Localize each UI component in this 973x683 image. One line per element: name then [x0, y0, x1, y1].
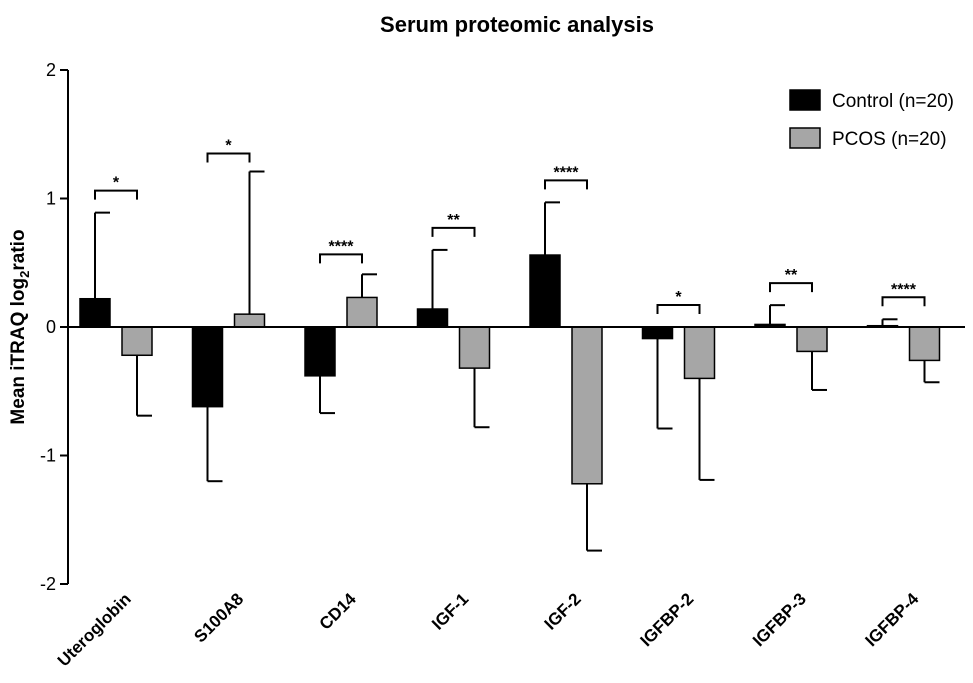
x-tick-label: IGF-1: [428, 589, 472, 633]
bar-control: [304, 326, 336, 377]
significance-bracket: [769, 282, 813, 293]
svg-text:Mean iTRAQ log2ratio: Mean iTRAQ log2ratio: [8, 229, 32, 424]
y-axis-label: Mean iTRAQ log2ratio: [8, 229, 32, 424]
y-tick-label: 2: [46, 60, 56, 80]
bar-control: [79, 297, 111, 328]
bar-pcos: [796, 326, 828, 353]
bar-pcos: [121, 326, 153, 357]
significance-label: ****: [329, 238, 355, 255]
significance-bracket: [544, 179, 588, 190]
bar-pcos: [683, 326, 716, 380]
bar-pcos: [233, 313, 266, 328]
chart-title: Serum proteomic analysis: [380, 12, 654, 37]
significance-label: **: [785, 267, 798, 284]
legend-label-control: Control (n=20): [832, 91, 954, 112]
legend-swatch-pcos: [789, 127, 821, 149]
y-tick-label: 0: [46, 317, 56, 337]
bar-control: [416, 308, 449, 328]
y-tick-label: 1: [46, 189, 56, 209]
significance-bracket: [206, 152, 251, 163]
bar-control: [191, 326, 224, 408]
bar-pcos: [458, 326, 491, 369]
significance-bracket: [319, 253, 363, 264]
y-tick-label: -2: [40, 574, 56, 594]
legend-label-pcos: PCOS (n=20): [832, 129, 947, 150]
significance-label: ****: [891, 281, 917, 298]
y-tick-label: -1: [40, 446, 56, 466]
significance-label: *: [225, 138, 232, 155]
x-tick-label: IGFBP-3: [749, 589, 810, 650]
x-tick-label: S100A8: [190, 589, 247, 646]
x-tick-label: IGFBP-4: [861, 589, 922, 650]
x-tick-label: IGF-2: [541, 589, 585, 633]
x-tick-label: CD14: [316, 589, 361, 634]
bar-pcos: [908, 326, 941, 362]
significance-label: ****: [554, 164, 580, 181]
bar-pcos: [346, 296, 378, 328]
bar-control: [641, 326, 674, 340]
y-axis-label-tail: ratio: [8, 229, 29, 270]
y-axis-label-subscript: 2: [17, 271, 32, 278]
x-tick-label: Uteroglobin: [54, 589, 135, 670]
significance-bracket: [94, 189, 138, 200]
bar-pcos: [571, 326, 603, 485]
legend: Control (n=20) PCOS (n=20): [789, 89, 954, 150]
x-tick-label: IGFBP-2: [636, 589, 697, 650]
significance-label: *: [675, 289, 682, 306]
significance-label: *: [113, 175, 120, 192]
significance-label: **: [447, 212, 460, 229]
bar-control: [529, 254, 561, 328]
plot-area: 2 1 0 -1 -2 * Uteroglobin * S100A8 **** CD14 ** IGF-…: [40, 60, 965, 670]
significance-bracket: [881, 296, 926, 307]
y-axis-label-main: Mean iTRAQ log: [8, 278, 29, 425]
significance-bracket: [656, 304, 701, 314]
legend-swatch-control: [789, 89, 821, 111]
significance-bracket: [431, 226, 476, 237]
